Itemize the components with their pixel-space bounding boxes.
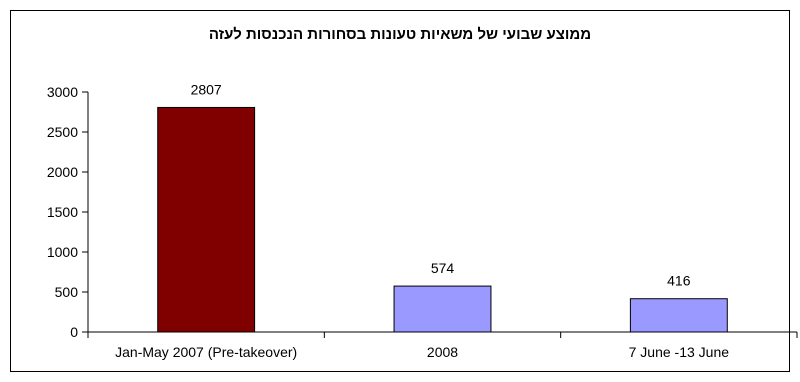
data-label-0: 2807 (191, 81, 222, 97)
y-tick-label-500: 500 (55, 284, 79, 300)
x-tick-label-1: 2008 (427, 344, 458, 360)
data-label-2: 416 (667, 273, 691, 289)
y-tick-label-2500: 2500 (47, 124, 78, 140)
y-tick-label-1000: 1000 (47, 244, 78, 260)
data-labels: 2807 574 416 (191, 81, 691, 288)
bar-1 (393, 285, 492, 333)
chart-title: ממוצע שבועי של משאיות טעונות בסחורות הנכ… (208, 26, 592, 43)
x-axis: Jan-May 2007 (Pre-takeover) 2008 7 June -1… (87, 331, 798, 360)
y-tick-label-1500: 1500 (47, 204, 78, 220)
y-tick-label-3000: 3000 (47, 84, 78, 100)
x-tick-label-2: 7 June -13 June (629, 344, 730, 360)
y-tick-label-0: 0 (70, 324, 78, 340)
data-label-1: 574 (431, 260, 455, 276)
bars (157, 106, 728, 333)
x-tick-label-0: Jan-May 2007 (Pre-takeover) (115, 344, 297, 360)
y-axis: 0 500 1000 1500 2000 2500 3000 (47, 84, 89, 340)
y-tick-label-2000: 2000 (47, 164, 78, 180)
bar-0 (157, 106, 256, 333)
bar-2 (629, 298, 728, 333)
